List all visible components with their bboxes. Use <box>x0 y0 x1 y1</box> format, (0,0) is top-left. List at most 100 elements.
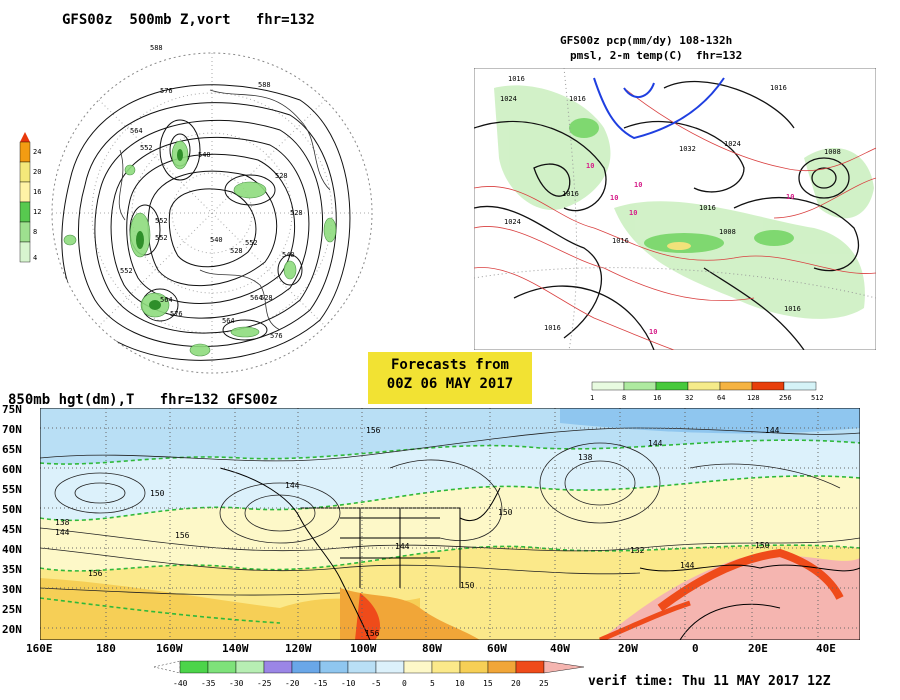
forecast-banner: Forecasts from 00Z 06 MAY 2017 <box>368 352 532 404</box>
svg-text:156: 156 <box>366 426 381 435</box>
svg-text:1: 1 <box>590 394 594 402</box>
svg-text:10: 10 <box>629 209 637 217</box>
svg-text:-10: -10 <box>341 679 356 688</box>
svg-text:528: 528 <box>275 172 288 180</box>
colorbar-temperature: -40 -35 -30 -25 -20 -15 -10 -5 0 5 10 15… <box>153 660 585 688</box>
svg-text:32: 32 <box>685 394 693 402</box>
svg-text:528: 528 <box>230 247 243 255</box>
svg-text:576: 576 <box>170 310 183 318</box>
svg-text:12: 12 <box>33 208 41 216</box>
svg-text:540: 540 <box>198 151 211 159</box>
svg-text:128: 128 <box>747 394 760 402</box>
850mb-contour-labels: 138 144 150 156 156 144 156 150 144 138 … <box>55 426 780 638</box>
svg-text:144: 144 <box>395 542 410 551</box>
lon-label: 20E <box>748 642 768 655</box>
lon-label: 80W <box>422 642 442 655</box>
svg-text:1032: 1032 <box>679 145 696 153</box>
lon-label: 160W <box>156 642 183 655</box>
map-500mb-polar: 588 588 576 564 552 540 528 552 540 552 … <box>51 44 373 374</box>
polar-contour-labels: 588 588 576 564 552 540 528 552 540 552 … <box>120 44 303 340</box>
svg-text:156: 156 <box>88 569 103 578</box>
svg-text:552: 552 <box>245 239 258 247</box>
svg-text:20: 20 <box>33 168 41 176</box>
polar-contours <box>52 53 372 373</box>
lon-label: 0 <box>692 642 699 655</box>
svg-text:1016: 1016 <box>544 324 561 332</box>
svg-text:-15: -15 <box>313 679 328 688</box>
svg-text:138: 138 <box>55 518 70 527</box>
banner-line-1: Forecasts from <box>390 357 509 373</box>
panel-precip-title-1: GFS00z pcp(mm/dy) 108-132h <box>560 34 733 47</box>
svg-text:25: 25 <box>539 679 549 688</box>
svg-text:1016: 1016 <box>699 204 716 212</box>
svg-text:-40: -40 <box>173 679 188 688</box>
verif-time: verif time: Thu 11 MAY 2017 12Z <box>588 674 831 689</box>
svg-text:144: 144 <box>680 561 695 570</box>
svg-text:15: 15 <box>483 679 493 688</box>
svg-text:8: 8 <box>33 228 37 236</box>
svg-text:144: 144 <box>55 528 70 537</box>
svg-text:588: 588 <box>258 81 271 89</box>
lat-label: 25N <box>2 603 22 616</box>
svg-text:5: 5 <box>430 679 435 688</box>
svg-text:1016: 1016 <box>770 84 787 92</box>
svg-text:552: 552 <box>155 234 168 242</box>
lat-label: 45N <box>2 523 22 536</box>
lon-label: 20W <box>618 642 638 655</box>
svg-text:1024: 1024 <box>504 218 521 226</box>
map-precip-pmsl: 1016 1024 1016 1032 1024 1008 1016 1016 … <box>474 68 876 350</box>
svg-text:256: 256 <box>779 394 792 402</box>
svg-text:1016: 1016 <box>569 95 586 103</box>
svg-text:1008: 1008 <box>824 148 841 156</box>
panel-850mb-title: 850mb hgt(dm),T fhr=132 GFS00z <box>8 392 278 408</box>
svg-text:144: 144 <box>648 439 663 448</box>
svg-text:540: 540 <box>210 236 223 244</box>
svg-text:138: 138 <box>578 453 593 462</box>
svg-text:564: 564 <box>250 294 263 302</box>
lon-label: 100W <box>350 642 377 655</box>
panel-500mb-title: GFS00z 500mb Z,vort fhr=132 <box>62 12 315 28</box>
lat-label: 75N <box>2 403 22 416</box>
svg-text:0: 0 <box>402 679 407 688</box>
svg-text:10: 10 <box>610 194 618 202</box>
graticule <box>40 408 860 640</box>
svg-text:10: 10 <box>634 181 642 189</box>
lat-label: 60N <box>2 463 22 476</box>
svg-text:-20: -20 <box>285 679 300 688</box>
svg-text:16: 16 <box>33 188 41 196</box>
svg-text:-35: -35 <box>201 679 216 688</box>
svg-text:-30: -30 <box>229 679 244 688</box>
svg-text:564: 564 <box>160 296 173 304</box>
svg-text:156: 156 <box>175 531 190 540</box>
lat-label: 55N <box>2 483 22 496</box>
lat-label: 65N <box>2 443 22 456</box>
temp-labels: 10 10 10 10 10 10 <box>586 162 794 336</box>
svg-text:150: 150 <box>150 489 165 498</box>
svg-text:564: 564 <box>130 127 143 135</box>
isobar-labels: 1016 1024 1016 1032 1024 1008 1016 1016 … <box>500 75 841 332</box>
svg-text:144: 144 <box>285 481 300 490</box>
svg-text:24: 24 <box>33 148 41 156</box>
lon-label: 160E <box>26 642 53 655</box>
svg-text:150: 150 <box>498 508 513 517</box>
svg-text:1008: 1008 <box>719 228 736 236</box>
lon-label: 140W <box>222 642 249 655</box>
svg-text:528: 528 <box>290 209 303 217</box>
svg-text:1016: 1016 <box>508 75 525 83</box>
svg-text:150: 150 <box>755 541 770 550</box>
colorbar-precip: 1 8 16 32 64 128 256 512 <box>590 381 824 402</box>
lat-label: 35N <box>2 563 22 576</box>
svg-text:64: 64 <box>717 394 725 402</box>
svg-text:564: 564 <box>222 317 235 325</box>
svg-text:10: 10 <box>786 193 794 201</box>
svg-text:156: 156 <box>365 629 380 638</box>
svg-text:132: 132 <box>630 546 645 555</box>
lon-label: 40W <box>550 642 570 655</box>
svg-text:150: 150 <box>460 581 475 590</box>
svg-text:588: 588 <box>150 44 163 52</box>
svg-text:576: 576 <box>270 332 283 340</box>
svg-text:1016: 1016 <box>784 305 801 313</box>
svg-text:528: 528 <box>260 294 273 302</box>
svg-text:1016: 1016 <box>562 190 579 198</box>
lon-label: 120W <box>285 642 312 655</box>
